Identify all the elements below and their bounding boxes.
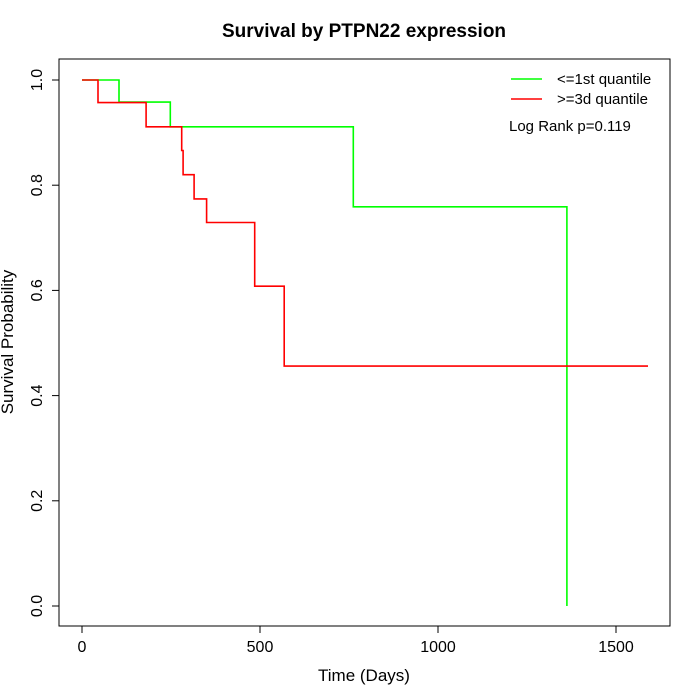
x-axis-label: Time (Days) — [318, 666, 410, 685]
series-line-0 — [82, 79, 568, 606]
y-tick-label: 0.6 — [29, 279, 46, 301]
y-axis-label: Survival Probability — [0, 269, 17, 414]
y-tick-label: 0.8 — [29, 174, 46, 196]
plot-frame — [58, 58, 671, 627]
legend: <=1st quantile >=3d quantile — [511, 71, 651, 108]
series-layer — [82, 79, 648, 606]
x-tick-label: 500 — [247, 639, 274, 656]
legend-label: <=1st quantile — [557, 71, 651, 88]
x-tick-label: 0 — [78, 639, 87, 656]
x-tick-label: 1000 — [420, 639, 456, 656]
legend-label: >=3d quantile — [557, 91, 648, 108]
y-tick-label: 0.4 — [29, 384, 46, 406]
y-tick-label: 0.2 — [29, 490, 46, 512]
series-line-1 — [82, 79, 648, 367]
y-tick-label: 1.0 — [29, 69, 46, 91]
x-axis: 0 500 1000 1500 — [78, 625, 634, 656]
chart-title: Survival by PTPN22 expression — [222, 21, 506, 42]
x-tick-label: 1500 — [598, 639, 634, 656]
y-tick-label: 0.0 — [29, 595, 46, 617]
log-rank-annotation: Log Rank p=0.119 — [509, 118, 631, 135]
y-axis: 0.0 0.2 0.4 0.6 0.8 1.0 — [29, 69, 60, 617]
